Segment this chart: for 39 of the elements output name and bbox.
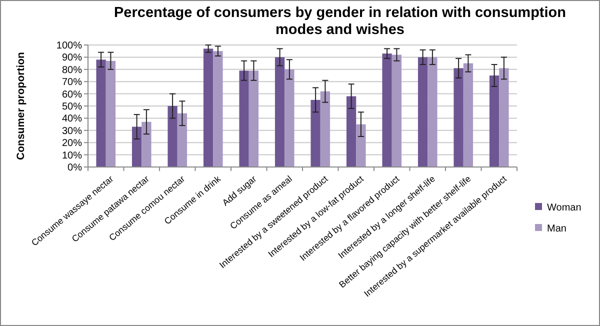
bar bbox=[177, 113, 188, 167]
bar bbox=[489, 76, 500, 167]
bar bbox=[168, 106, 178, 167]
y-tick-label: 100% bbox=[56, 40, 82, 52]
bar bbox=[274, 57, 285, 167]
bar bbox=[142, 122, 152, 167]
bar bbox=[463, 63, 474, 167]
bar bbox=[96, 60, 106, 167]
y-tick-label: 40% bbox=[62, 114, 82, 125]
bar bbox=[356, 124, 366, 167]
bar bbox=[213, 51, 223, 167]
bar bbox=[346, 96, 356, 167]
y-tick-label: 80% bbox=[62, 64, 82, 76]
bar bbox=[284, 69, 294, 167]
y-axis-title: Consumer proportion bbox=[15, 52, 27, 160]
y-tick-label: 20% bbox=[62, 138, 82, 150]
y-tick-label: 30% bbox=[62, 126, 82, 137]
bar bbox=[310, 100, 320, 167]
bar bbox=[499, 68, 509, 167]
bar bbox=[239, 70, 249, 167]
bar bbox=[203, 48, 214, 167]
legend-label: Man bbox=[547, 224, 566, 234]
y-tick-label: 70% bbox=[62, 77, 82, 88]
y-tick-label: 50% bbox=[62, 102, 82, 112]
bar bbox=[132, 126, 142, 167]
y-tick-label: 60% bbox=[62, 89, 82, 100]
chart-title: Percentage of consumers by gender in relation with consumption modes and wishes bbox=[114, 5, 566, 38]
bar bbox=[454, 68, 464, 167]
y-tick-label: 0% bbox=[68, 162, 82, 174]
y-tick-label: 10% bbox=[62, 150, 82, 162]
bar bbox=[418, 57, 428, 167]
y-tick-label: 90% bbox=[62, 52, 82, 64]
bar bbox=[106, 60, 116, 167]
bar bbox=[428, 57, 438, 167]
bar bbox=[248, 70, 259, 167]
legend-label: Woman bbox=[547, 202, 582, 214]
bar bbox=[382, 54, 392, 167]
bar bbox=[392, 54, 402, 167]
bar bbox=[320, 91, 330, 167]
